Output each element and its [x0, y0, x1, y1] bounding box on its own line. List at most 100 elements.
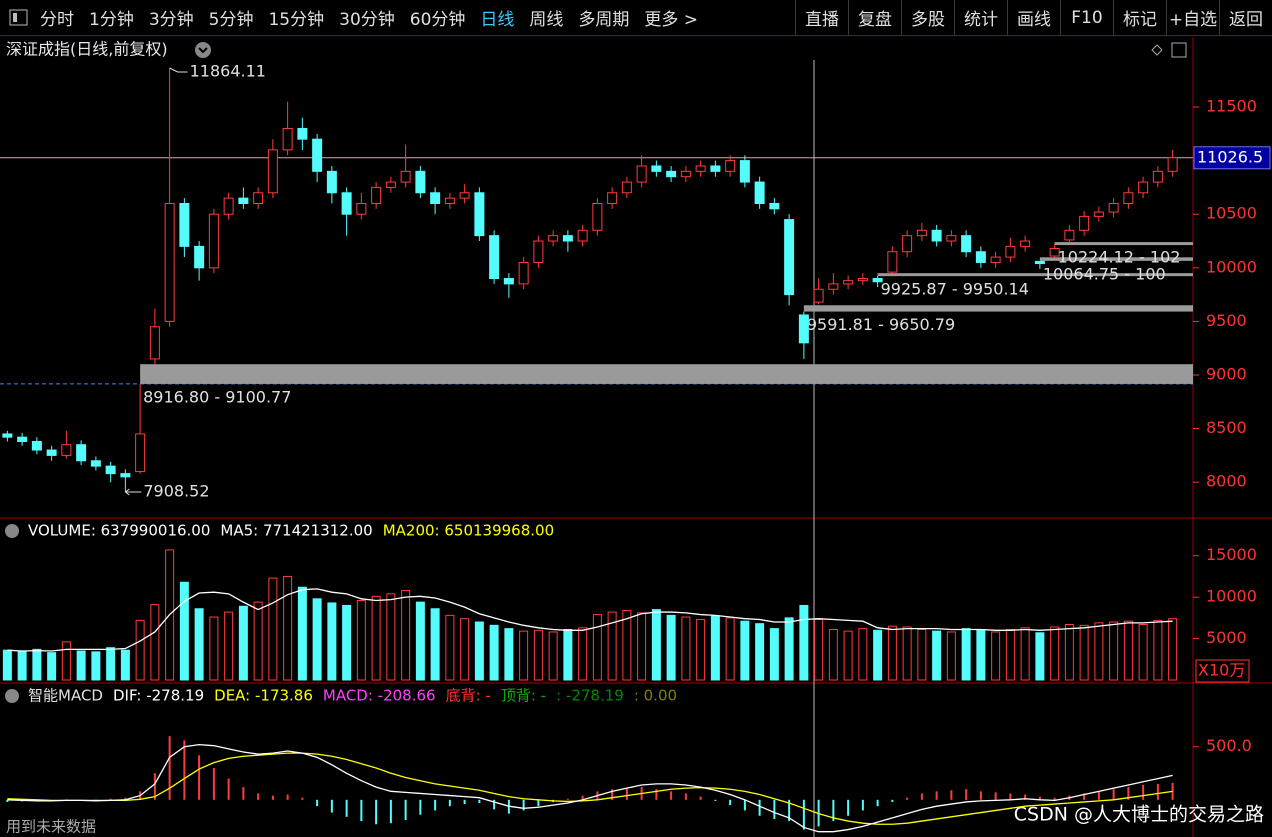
toolbar-button[interactable]: 复盘: [848, 0, 901, 35]
volume-bar: [902, 626, 912, 681]
candle-body: [444, 197, 455, 204]
volume-bar: [799, 604, 809, 681]
volume-bar: [401, 590, 411, 681]
macd-bar: [153, 773, 156, 800]
unit-box: [1195, 659, 1250, 683]
macd-bar: [773, 799, 776, 819]
last-price-label: 11026.5: [1197, 147, 1263, 166]
volume-bar: [120, 649, 130, 681]
macd-bar: [950, 790, 953, 800]
toolbar-button[interactable]: 统计: [954, 0, 1007, 35]
macd-bar: [1053, 797, 1056, 800]
candle-body: [76, 444, 87, 462]
macd-bar: [581, 795, 584, 800]
macd-bar: [743, 799, 746, 811]
macd-bar: [994, 792, 997, 800]
menu-icon[interactable]: [8, 7, 30, 29]
diamond-icon[interactable]: [1151, 44, 1163, 56]
toolbar-button[interactable]: 更多 >: [644, 10, 699, 30]
candle-body: [253, 192, 264, 204]
macd-bar: [360, 799, 363, 822]
y-tick-label: 9500: [1206, 311, 1247, 330]
candle-body: [238, 197, 249, 204]
volume-bar: [1050, 626, 1060, 681]
toolbar-button[interactable]: 3分钟: [148, 10, 194, 30]
macd-bar: [979, 791, 982, 800]
candle-body: [46, 449, 57, 456]
dropdown-icon[interactable]: [5, 524, 19, 538]
macd-bar: [714, 799, 717, 801]
candle-body: [710, 165, 721, 172]
toolbar-button[interactable]: 1分钟: [89, 10, 134, 30]
volume-bar: [710, 615, 720, 681]
candle-body: [518, 261, 529, 285]
volume-bar: [622, 609, 632, 681]
toolbar-button[interactable]: 多周期: [578, 10, 630, 30]
toolbar-button[interactable]: 分时: [40, 10, 74, 30]
volume-bar: [61, 641, 71, 681]
macd-bar: [345, 799, 348, 817]
volume-bar: [327, 602, 337, 681]
legend-item: DIF: -278.19: [113, 687, 204, 705]
gap-band: [877, 273, 1193, 277]
last-price-box: [1193, 146, 1271, 170]
candle-body: [577, 229, 588, 242]
volume-bar: [784, 617, 794, 681]
legend-item: DEA: -173.86: [214, 687, 313, 705]
gap-band: [140, 364, 1193, 384]
candle-body: [931, 229, 942, 242]
toolbar-button[interactable]: +自选: [1166, 0, 1219, 35]
toolbar-button[interactable]: 15分钟: [268, 10, 325, 30]
dif-line: [7, 743, 1173, 833]
macd-bar: [404, 799, 407, 821]
toolbar-button[interactable]: 标记: [1113, 0, 1166, 35]
toolbar-button[interactable]: 直播: [795, 0, 848, 35]
volume-bar: [268, 577, 278, 681]
legend-item: 顶背: -: [501, 687, 546, 705]
volume-bar: [253, 601, 263, 681]
candle-body: [415, 170, 426, 194]
toolbar-button[interactable]: 多股: [901, 0, 954, 35]
toolbar-button[interactable]: 周线: [529, 10, 564, 30]
volume-bar: [342, 604, 352, 681]
dea-line: [7, 752, 1173, 825]
gap-band: [803, 305, 1193, 312]
y-tick-label: 500.0: [1206, 736, 1252, 755]
candle-body: [297, 127, 308, 140]
dropdown-icon[interactable]: [5, 689, 19, 703]
candle-body: [1005, 245, 1016, 258]
candle-body: [695, 165, 706, 172]
macd-bar: [1112, 789, 1115, 800]
toolbar-button[interactable]: 画线: [1007, 0, 1060, 35]
macd-bar: [522, 799, 525, 811]
macd-bar: [965, 789, 968, 800]
volume-bar: [1109, 621, 1119, 681]
toolbar-button[interactable]: 日线: [480, 10, 515, 30]
toolbar-button[interactable]: 5分钟: [208, 10, 254, 30]
candle-body: [828, 283, 839, 290]
volume-bar: [1005, 628, 1015, 681]
volume-bar: [1123, 620, 1133, 681]
candle-body: [739, 160, 750, 183]
macd-bar: [316, 799, 319, 807]
dropdown-icon[interactable]: [195, 42, 211, 58]
candle-body: [105, 465, 116, 475]
macd-bar: [198, 755, 201, 800]
toolbar-button[interactable]: F10: [1060, 0, 1113, 35]
volume-bar: [297, 586, 307, 681]
panel-icon[interactable]: [1171, 42, 1187, 58]
macd-bar: [271, 795, 274, 800]
macd-bar: [684, 793, 687, 800]
macd-bar: [478, 799, 481, 804]
candle-body: [135, 433, 146, 472]
toolbar-button[interactable]: 返回: [1219, 0, 1272, 35]
macd-bar: [168, 736, 171, 800]
toolbar-button[interactable]: 60分钟: [409, 10, 466, 30]
volume-bar: [1079, 624, 1089, 681]
gap-label: 10064.75 - 100: [1043, 264, 1166, 283]
candle-body: [385, 181, 396, 188]
candle-body: [1034, 260, 1045, 265]
volume-bar: [563, 628, 573, 681]
volume-bar: [592, 614, 602, 681]
toolbar-button[interactable]: 30分钟: [339, 10, 395, 30]
